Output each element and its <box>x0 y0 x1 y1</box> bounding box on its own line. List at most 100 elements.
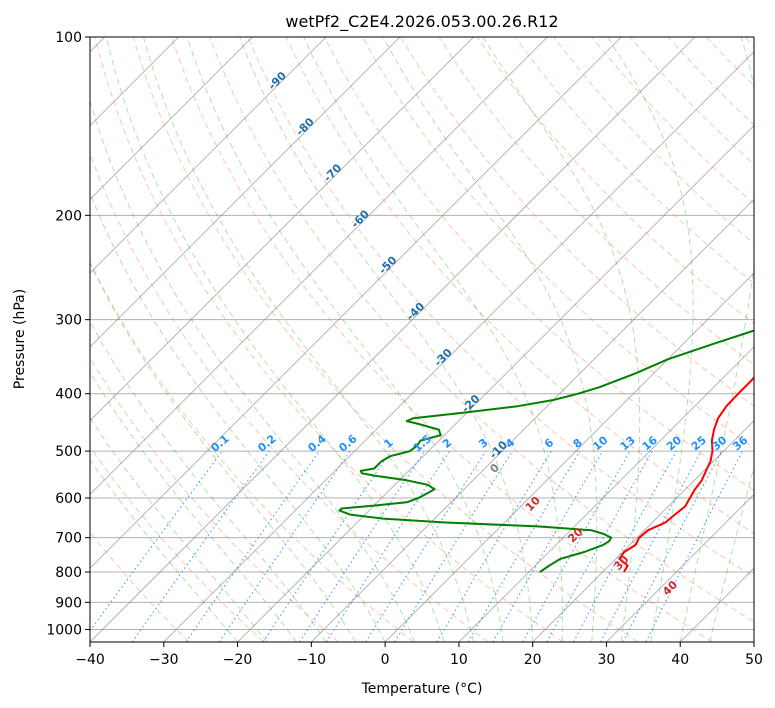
x-tick-label: 50 <box>745 652 763 668</box>
x-axis: −40 −30 −20 −10 0 10 20 30 40 50 <box>75 642 763 668</box>
moist-adiabat <box>679 37 754 642</box>
mixing-ratio-line <box>492 450 604 642</box>
moist-adiabat-label: 30 <box>611 553 631 573</box>
y-tick-label: 900 <box>55 595 82 611</box>
dry-adiabat <box>209 37 754 623</box>
mixing-ratio-line <box>218 450 351 642</box>
moist-adiabat-label: 10 <box>523 494 543 514</box>
mixing-ratio-line <box>299 450 426 642</box>
mixing-ratio-line <box>522 450 631 642</box>
mixing-ratio-label: 25 <box>689 434 709 454</box>
y-tick-label: 200 <box>55 208 82 224</box>
skewed-isotherm <box>90 37 474 422</box>
skewed-isotherm <box>384 272 754 642</box>
y-tick-label: 100 <box>55 30 82 46</box>
dry-adiabat <box>90 260 414 642</box>
y-tick-label: 300 <box>55 313 82 329</box>
dry-adiabat <box>515 37 754 285</box>
dry-adiabat <box>744 37 754 48</box>
moist-adiabat <box>90 320 327 642</box>
skewed-isotherm <box>90 37 548 496</box>
y-axis: 100 200 300 400 500 600 700 800 900 1000 <box>46 30 90 638</box>
x-tick-label: 0 <box>381 652 390 668</box>
skewed-isotherm <box>90 37 253 200</box>
isotherm-label: -60 <box>349 207 372 230</box>
mixing-ratio-label: 3 <box>476 436 490 451</box>
dry-adiabat <box>90 446 265 642</box>
y-axis-label: Pressure (hPa) <box>12 289 28 389</box>
moist-adiabat <box>105 37 445 642</box>
mixing-ratio-label: 2 <box>440 436 454 451</box>
dry-adiabat <box>362 37 754 449</box>
dry-adiabat <box>591 37 754 205</box>
x-tick-label: −10 <box>297 652 327 668</box>
moist-adiabat-label: 40 <box>660 578 680 598</box>
dry-adiabat <box>90 531 190 642</box>
y-tick-label: 1000 <box>46 622 82 638</box>
mixing-ratio-line <box>572 450 677 642</box>
moist-adiabat <box>186 37 504 642</box>
moist-adiabat <box>239 37 534 642</box>
background-lines <box>90 37 754 642</box>
x-tick-label: −30 <box>149 652 179 668</box>
mixing-ratio-line <box>90 450 223 632</box>
dry-adiabat <box>90 356 339 642</box>
mixing-ratio-line <box>262 450 392 642</box>
mixing-ratio-label: 8 <box>571 436 585 451</box>
moist-adiabat <box>607 37 694 642</box>
mixing-ratio-line <box>131 450 270 642</box>
plot-frame <box>89 36 755 643</box>
dry-adiabat <box>667 37 754 126</box>
mixing-ratio-label: 13 <box>618 434 638 454</box>
y-tick-label: 800 <box>55 565 82 581</box>
skewed-isotherm <box>458 346 754 642</box>
x-tick-label: 40 <box>671 652 689 668</box>
mixing-ratio-line <box>645 450 744 642</box>
dry-adiabat <box>629 37 754 165</box>
skewed-isotherm <box>163 51 754 642</box>
moist-adiabat <box>90 416 268 642</box>
series-group <box>338 329 754 573</box>
skewed-isotherm <box>90 37 696 642</box>
moist-adiabat <box>90 458 238 642</box>
mixing-ratio-line <box>325 450 451 642</box>
dry-adiabat <box>323 37 754 491</box>
mixing-ratio-line <box>467 450 581 642</box>
dry-adiabat <box>438 37 754 366</box>
y-tick-label: 600 <box>55 491 82 507</box>
mixing-ratio-line <box>365 450 487 642</box>
dry-adiabat <box>706 37 754 87</box>
x-tick-label: 30 <box>598 652 616 668</box>
mixing-ratio-line <box>185 450 320 642</box>
skewed-isotherm <box>753 641 754 642</box>
dry-adiabat <box>553 37 754 245</box>
dry-adiabat <box>247 37 754 578</box>
y-tick-label: 500 <box>55 444 82 460</box>
dewpoint-profile <box>338 329 754 573</box>
isotherm-label: -90 <box>266 69 289 92</box>
dry-adiabat <box>400 37 754 407</box>
moist-adiabat <box>303 37 563 642</box>
moist-adiabat <box>482 37 641 642</box>
moist-adiabat-label: 0 <box>487 461 502 476</box>
dry-adiabat <box>94 37 564 642</box>
moist-adiabat <box>90 191 386 642</box>
mixing-ratio-line <box>394 450 513 642</box>
skewed-isotherm <box>311 198 754 642</box>
x-tick-label: −40 <box>75 652 105 668</box>
chart-title: wetPf2_C2E4.2026.053.00.26.R12 <box>285 12 558 32</box>
mixing-ratio-line <box>600 450 702 642</box>
skewed-isotherm <box>606 493 754 642</box>
skewed-isotherm <box>90 37 622 569</box>
mixing-ratio-line <box>436 450 552 642</box>
moist-adiabat <box>382 37 598 642</box>
skewed-isotherm <box>532 420 754 642</box>
mixing-ratio-label: 16 <box>640 433 660 453</box>
temperature-profile <box>618 375 754 573</box>
skewed-isotherm <box>237 124 754 642</box>
moist-adiabat <box>90 99 416 642</box>
skewed-isotherm <box>90 37 401 348</box>
dry-adiabat <box>132 37 639 642</box>
y-tick-label: 400 <box>55 387 82 403</box>
